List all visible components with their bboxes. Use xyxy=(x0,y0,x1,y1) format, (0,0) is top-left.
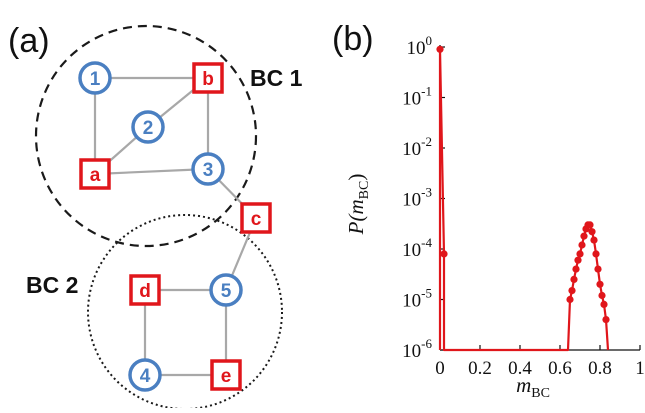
node-c: c xyxy=(240,202,272,234)
bc2-label: BC 2 xyxy=(26,272,78,298)
bc1-label: BC 1 xyxy=(250,65,303,91)
data-point xyxy=(592,250,600,258)
node-3: 3 xyxy=(191,152,225,186)
panel-a: (a) 1 xyxy=(8,22,303,410)
node-4: 4 xyxy=(128,358,162,392)
node-d-label: d xyxy=(139,281,151,302)
data-point xyxy=(580,232,588,240)
x-tick-label: 1 xyxy=(635,358,645,379)
y-tick-labels: 100 10-1 10-2 10-3 10-4 10-5 10-6 xyxy=(402,33,432,362)
data-point xyxy=(596,280,604,288)
node-a: a xyxy=(79,158,111,190)
panel-b: (b) P(mBC) mBC 10010-110-210-310-410-510… xyxy=(332,20,645,401)
data-point xyxy=(440,250,448,258)
data-point xyxy=(590,236,598,244)
y-tick-label: 100 xyxy=(407,33,433,59)
node-d: d xyxy=(129,274,161,306)
node-5: 5 xyxy=(209,273,243,307)
x-tick-labels: 0 0.2 0.4 0.6 0.8 1 xyxy=(435,358,645,379)
series-line xyxy=(438,48,610,352)
node-b-label: b xyxy=(202,69,214,90)
bc1-boundary xyxy=(34,24,258,248)
node-c-label: c xyxy=(251,209,262,230)
data-point xyxy=(600,300,608,308)
data-point xyxy=(566,295,574,304)
data-point xyxy=(570,275,578,284)
node-4-label: 4 xyxy=(140,366,151,387)
node-b: b xyxy=(192,62,224,94)
data-point xyxy=(594,265,602,273)
x-tick-label: 0 xyxy=(435,358,445,379)
data-point xyxy=(436,45,444,53)
data-point xyxy=(568,287,576,295)
data-point xyxy=(602,315,610,324)
node-5-label: 5 xyxy=(221,281,232,302)
node-2-label: 2 xyxy=(143,118,154,139)
node-a-label: a xyxy=(90,165,101,186)
x-tick-label: 0.6 xyxy=(548,358,572,379)
y-tick-label: 10-1 xyxy=(402,84,432,110)
data-point xyxy=(598,291,606,300)
y-tick-label: 10-3 xyxy=(402,185,432,211)
node-e-label: e xyxy=(221,366,232,387)
data-point xyxy=(574,256,582,264)
node-1: 1 xyxy=(78,61,112,95)
data-point xyxy=(586,221,594,229)
data-point xyxy=(576,250,584,258)
y-axis-label: P(mBC) xyxy=(344,174,372,236)
y-tick-label: 10-4 xyxy=(402,235,432,261)
panel-b-label: (b) xyxy=(332,20,374,58)
chart-axes xyxy=(439,45,641,351)
y-tick-label: 10-6 xyxy=(402,336,432,362)
x-tick-label: 0.2 xyxy=(468,358,492,379)
y-tick-label: 10-2 xyxy=(402,134,432,160)
bc2-boundary xyxy=(87,214,283,410)
chart-series xyxy=(436,45,610,352)
data-point xyxy=(572,265,580,273)
x-axis-label: mBC xyxy=(516,373,550,401)
node-e: e xyxy=(210,359,242,391)
node-2: 2 xyxy=(131,110,165,144)
panel-a-label: (a) xyxy=(8,22,50,60)
y-tick-label: 10-5 xyxy=(402,286,432,312)
node-1-label: 1 xyxy=(90,69,101,90)
graph-edges xyxy=(93,76,258,377)
node-3-label: 3 xyxy=(203,160,214,181)
data-point xyxy=(578,241,586,249)
x-tick-label: 0.8 xyxy=(588,358,612,379)
edge-a-3 xyxy=(94,167,209,176)
data-point xyxy=(588,228,596,236)
x-tick-label: 0.4 xyxy=(508,358,532,379)
